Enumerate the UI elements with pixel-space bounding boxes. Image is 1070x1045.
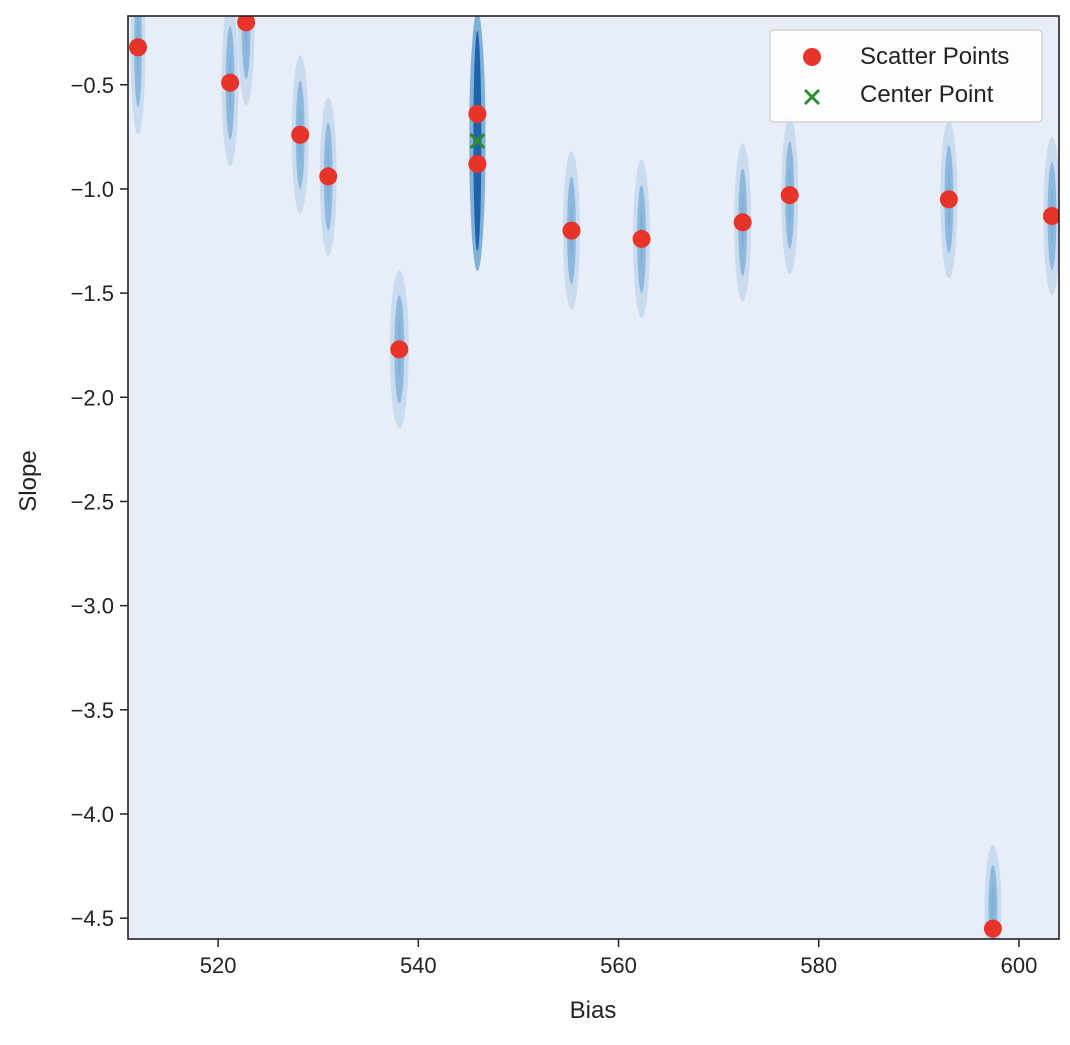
legend: Scatter Points Center Point — [769, 29, 1043, 123]
scatter-point — [468, 104, 487, 123]
legend-scatter-label: Scatter Points — [860, 43, 1009, 70]
scatter-point — [780, 186, 799, 205]
legend-center-marker — [803, 88, 821, 106]
scatter-point — [939, 190, 958, 209]
scatter-point — [733, 213, 752, 232]
legend-center-label: Center Point — [860, 81, 994, 108]
scatter-point — [237, 16, 256, 32]
center-point-stroke — [469, 132, 486, 150]
x-tick-label: 600 — [1001, 953, 1038, 978]
density-inner — [991, 885, 995, 930]
legend-scatter-marker — [803, 48, 821, 66]
y-tick-label: −2.0 — [71, 385, 114, 410]
scatter-point — [468, 154, 487, 173]
scatter-point — [390, 340, 409, 359]
scatter-point — [319, 167, 338, 186]
y-tick-label: −1.5 — [71, 281, 114, 306]
y-axis-label: Slope — [15, 450, 42, 511]
plot-background — [128, 16, 1059, 939]
points-layer — [129, 16, 1059, 938]
scatter-point — [632, 229, 651, 248]
x-tick-label: 580 — [800, 953, 837, 978]
scatter-point — [983, 919, 1002, 938]
density-blob — [984, 845, 1002, 939]
scatter-point — [562, 221, 581, 240]
plot-frame — [127, 15, 1060, 940]
legend-center-stroke — [803, 88, 821, 106]
x-tick-label: 540 — [400, 953, 437, 978]
center-point — [469, 132, 486, 150]
scatter-point — [221, 73, 240, 92]
y-tick-label: −3.0 — [71, 594, 114, 619]
x-axis-label: Bias — [570, 997, 617, 1024]
scatter-point — [129, 38, 148, 57]
y-tick-label: −1.0 — [71, 177, 114, 202]
scatter-point — [291, 125, 310, 144]
y-tick-label: −4.5 — [71, 906, 114, 931]
y-tick-label: −0.5 — [71, 73, 114, 98]
x-tick-label: 520 — [200, 953, 237, 978]
x-tick-label: 560 — [600, 953, 637, 978]
y-axis: −0.5 −1.0 −1.5 −2.0 −2.5 −3.0 −3.5 −4.0 −4.5 — [71, 73, 128, 931]
legend-box — [769, 29, 1043, 123]
scatter-point — [1042, 207, 1059, 226]
x-axis: 520 540 560 580 600 — [200, 939, 1038, 978]
y-tick-label: −2.5 — [71, 489, 114, 514]
y-tick-label: −3.5 — [71, 698, 114, 723]
y-tick-label: −4.0 — [71, 802, 114, 827]
